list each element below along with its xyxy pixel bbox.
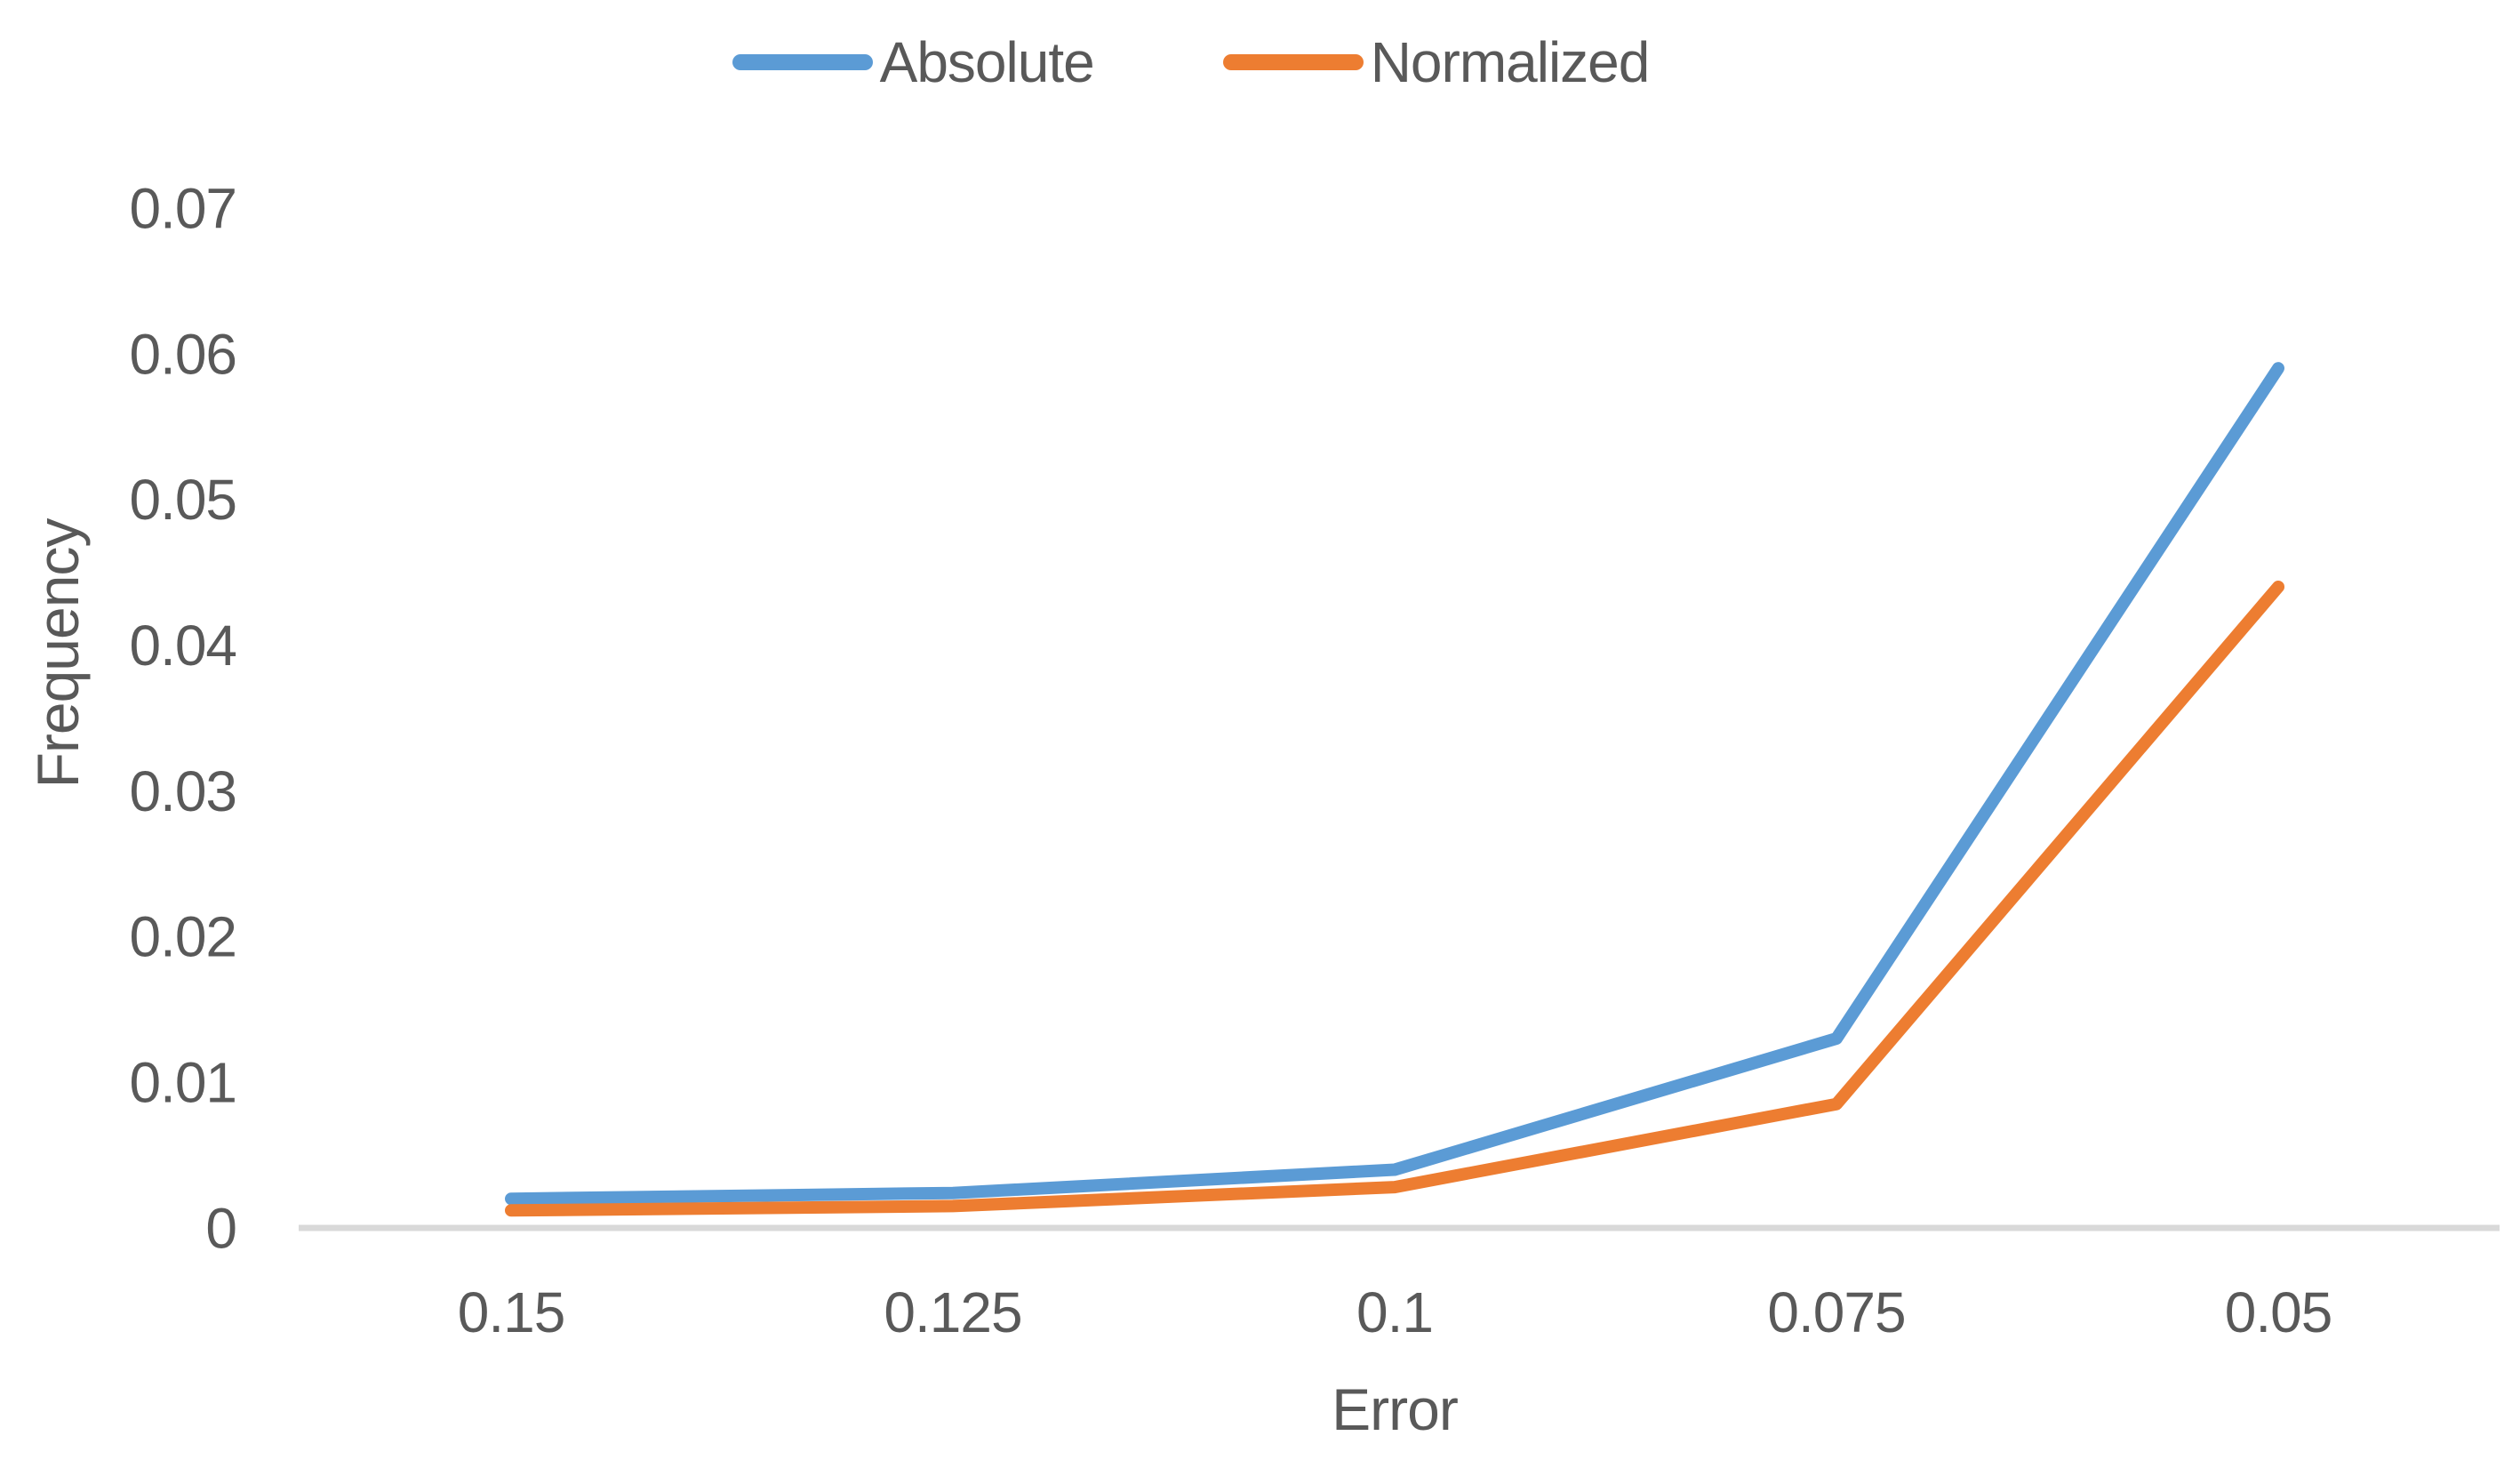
y-axis-title: Frequency [25,518,91,789]
y-tick-label: 0.04 [129,614,236,678]
y-tick-label: 0.07 [129,176,236,240]
y-tick-label: 0.02 [129,905,236,969]
y-tick-label: 0.01 [129,1051,236,1115]
x-tick-label: 0.05 [2225,1280,2332,1344]
x-axis-title: Error [1332,1376,1458,1442]
x-tick-label: 0.125 [884,1280,1021,1344]
x-tick-label: 0.15 [458,1280,565,1344]
x-tick-label: 0.075 [1767,1280,1905,1344]
y-tick-label: 0.03 [129,759,236,823]
series-line-normalized [505,581,2284,1217]
y-tick-label: 0 [205,1196,236,1260]
y-tick-label: 0.06 [129,322,236,386]
y-tick-label: 0.05 [129,468,236,532]
series-line-absolute [505,362,2284,1206]
x-tick-label: 0.1 [1356,1280,1433,1344]
